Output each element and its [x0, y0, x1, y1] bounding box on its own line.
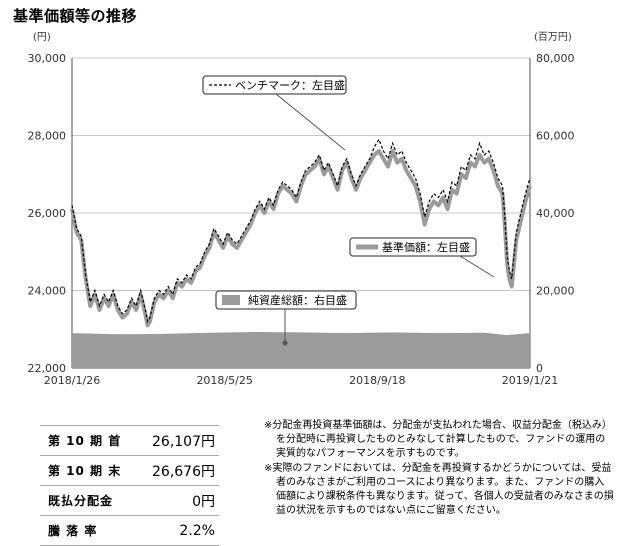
- legend-assets-dot: [282, 340, 288, 346]
- left-tick-label: 30,000: [28, 52, 67, 65]
- x-tick-label: 2018/5/25: [196, 374, 252, 387]
- left-axis-unit: (円): [33, 32, 51, 43]
- summary-value: 26,676円: [140, 455, 219, 486]
- summary-label: 騰 落 率: [40, 515, 140, 546]
- summary-row: 騰 落 率 2.2%: [40, 515, 219, 546]
- summary-label: 既払分配金: [40, 485, 140, 516]
- left-tick-label: 24,000: [28, 285, 67, 298]
- legend-assets-text: 純資産総額：右目盛: [248, 293, 347, 307]
- summary-table: 第 10 期 首 26,107円 第 10 期 末 26,676円 既払分配金 …: [40, 425, 219, 546]
- price-chart: (円) (百万円)22,00024,00026,00028,00030,00002…: [28, 31, 575, 387]
- right-tick-label: 60,000: [536, 130, 575, 143]
- page-title: 基準価額等の推移: [13, 7, 138, 25]
- summary-value: 0円: [140, 485, 219, 516]
- benchmark-line: [71, 138, 531, 324]
- summary-row: 第 10 期 末 26,676円: [40, 455, 219, 486]
- note-text: ※分配金再投資基準価額は、分配金が支払われた場合、収益分配金（税込み）を分配時に…: [264, 420, 612, 460]
- summary-value: 2.2%: [140, 515, 219, 546]
- summary-label: 第 10 期 末: [40, 455, 140, 486]
- legend-benchmark-text: ベンチマーク：左目盛: [235, 78, 345, 92]
- right-axis-unit: (百万円): [534, 31, 572, 43]
- right-tick-label: 20,000: [536, 285, 575, 298]
- legend-nav-text: 基準価額：左目盛: [382, 240, 470, 254]
- summary-value: 26,107円: [140, 425, 219, 456]
- x-tick-label: 2019/1/21: [502, 374, 558, 387]
- legend-benchmark-leader: [275, 93, 346, 151]
- x-tick-label: 2018/9/18: [349, 374, 405, 387]
- summary-row: 第 10 期 首 26,107円: [40, 425, 219, 456]
- nav-line: [70, 149, 532, 328]
- legend-assets-box: [215, 290, 357, 310]
- right-tick-label: 40,000: [536, 207, 575, 220]
- notes: ※分配金再投資基準価額は、分配金が支払われた場合、収益分配金（税込み）を分配時に…: [264, 419, 614, 518]
- left-tick-label: 28,000: [28, 130, 67, 143]
- net-assets-area: [72, 332, 530, 368]
- legend-nav-leader: [459, 255, 495, 278]
- x-tick-label: 2018/1/26: [44, 374, 100, 387]
- summary-row: 既払分配金 0円: [40, 485, 219, 516]
- summary-label: 第 10 期 首: [40, 425, 140, 456]
- legend-assets-swatch: [222, 295, 240, 305]
- left-tick-label: 26,000: [28, 207, 67, 220]
- legend-nav-box: [349, 237, 477, 257]
- note-text: ※実際のファンドにおいては、分配金を再投資するかどうかについては、受益者のみなさ…: [264, 462, 614, 517]
- right-tick-label: 80,000: [536, 52, 575, 65]
- right-tick-label: 0: [536, 362, 543, 375]
- legend-benchmark-box: [202, 75, 347, 95]
- left-tick-label: 22,000: [28, 362, 67, 375]
